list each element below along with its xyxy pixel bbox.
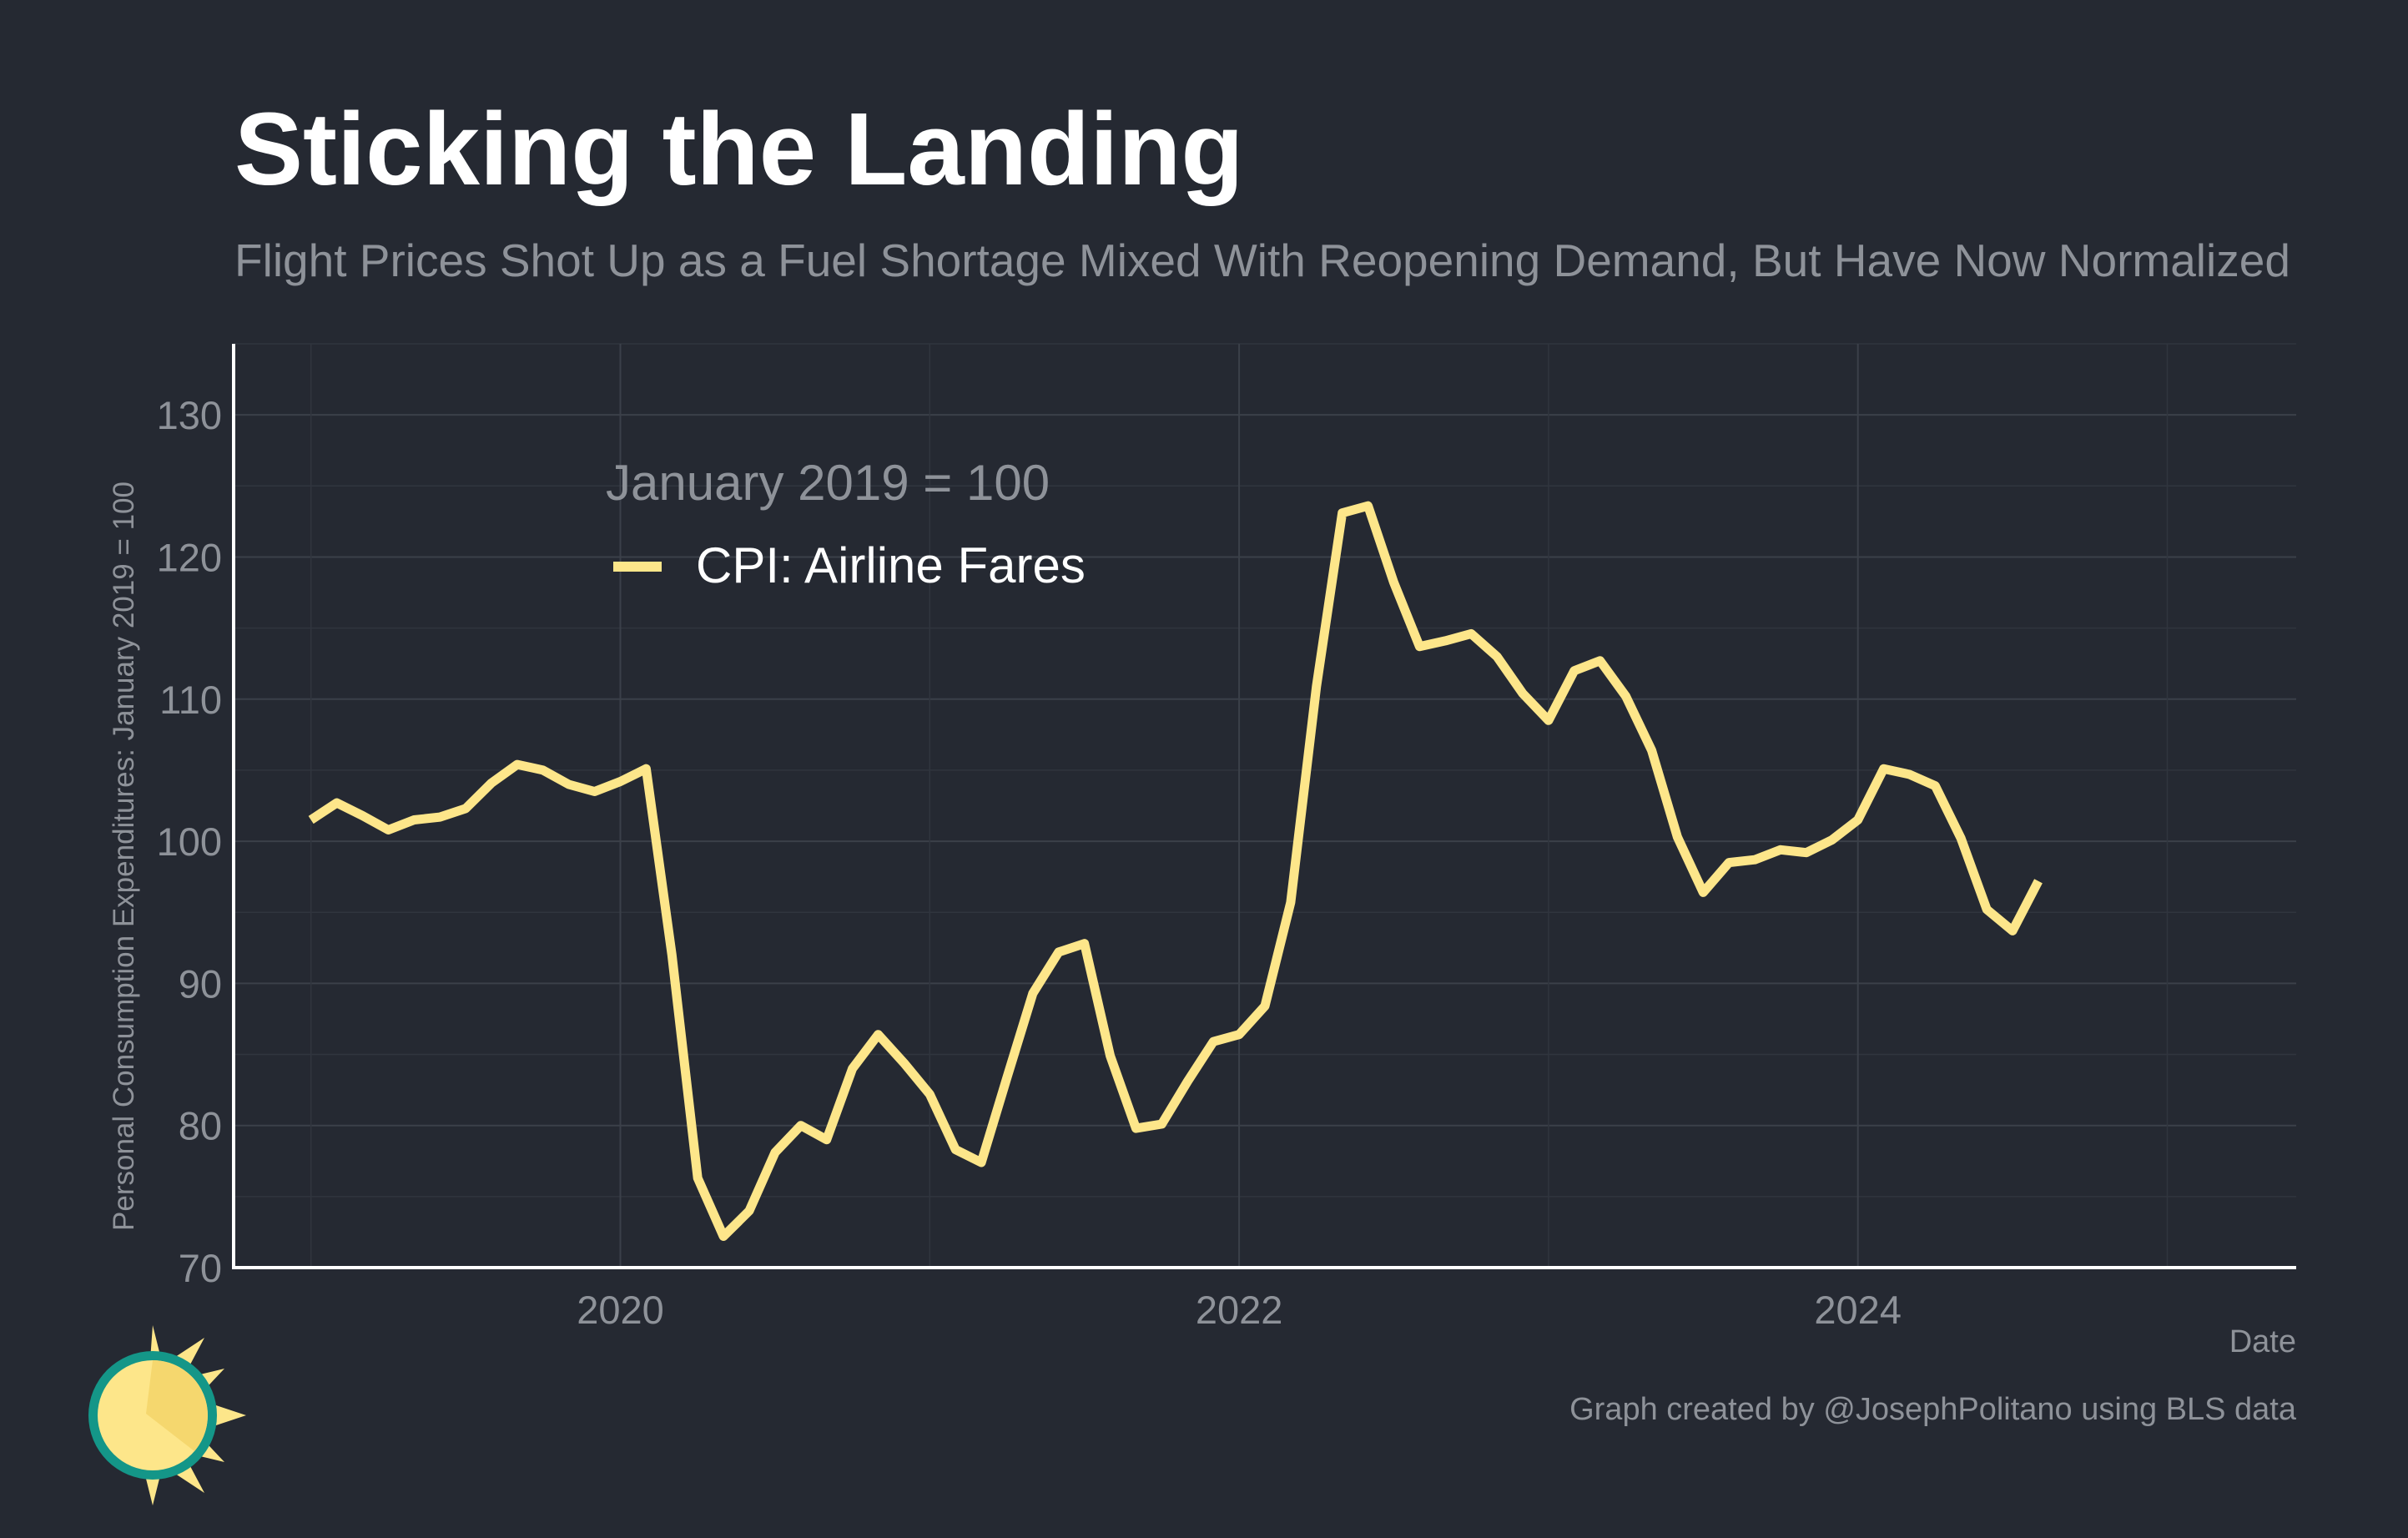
y-tick-label: 110 <box>159 678 222 722</box>
y-tick-label: 80 <box>179 1104 222 1148</box>
x-tick-label: 2022 <box>1196 1288 1283 1332</box>
series-layer <box>308 501 2043 1241</box>
y-axis-ticks: 70 80 90 100 110 120 130 <box>157 393 222 1290</box>
legend: January 2019 = 100 CPI: Airline Fares <box>606 455 1086 593</box>
y-tick-label: 130 <box>157 393 222 437</box>
series-line-airline-fares <box>308 501 2043 1241</box>
y-tick-label: 120 <box>157 535 222 579</box>
x-tick-label: 2024 <box>1814 1288 1902 1332</box>
sun-logo-icon <box>88 1325 246 1505</box>
y-axis-label: Personal Consumption Expenditures: Janua… <box>108 482 140 1231</box>
x-axis-ticks: 2020 2022 2024 <box>577 1288 1902 1332</box>
y-tick-label: 100 <box>157 819 222 864</box>
y-tick-label: 90 <box>179 961 222 1006</box>
grid <box>234 343 2296 1268</box>
x-tick-label: 2020 <box>577 1288 664 1332</box>
source-caption: Graph created by @JosephPolitano using B… <box>1569 1392 2297 1427</box>
chart-subtitle: Flight Prices Shot Up as a Fuel Shortage… <box>234 234 2290 286</box>
axes <box>232 344 2296 1269</box>
chart-title: Sticking the Landing <box>234 93 1244 207</box>
y-tick-label: 70 <box>179 1246 222 1290</box>
legend-title: January 2019 = 100 <box>606 455 1050 511</box>
legend-item-label: CPI: Airline Fares <box>696 537 1086 593</box>
x-axis-label: Date <box>2229 1324 2296 1359</box>
